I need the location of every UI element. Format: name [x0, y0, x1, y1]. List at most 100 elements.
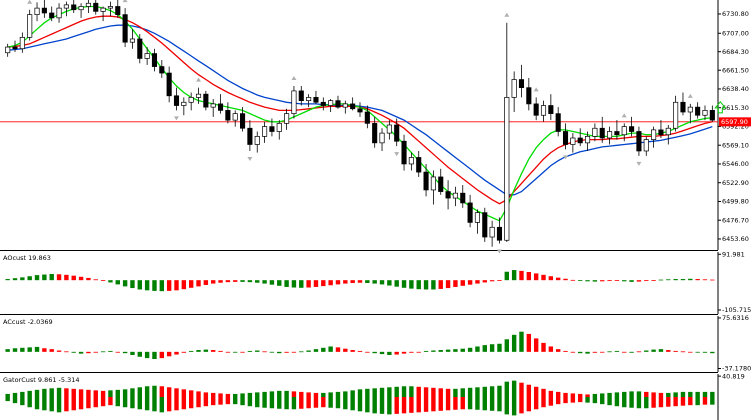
- gator-upper-bar: [379, 387, 385, 397]
- histogram-bar: [144, 280, 150, 291]
- candle: [232, 110, 238, 127]
- candle: [438, 168, 444, 195]
- histogram-bar: [533, 338, 539, 352]
- bull-candle-body: [63, 4, 69, 9]
- candle: [614, 120, 620, 140]
- histogram-bar: [387, 351, 392, 355]
- candle: [71, 0, 77, 13]
- bear-candle-body: [709, 110, 715, 121]
- gator-lower-bar: [401, 397, 407, 414]
- gator-lower-bar: [357, 397, 363, 412]
- gator-lower-bar: [122, 397, 128, 408]
- bear-candle-body: [71, 4, 77, 11]
- gator-upper-bar: [651, 392, 656, 397]
- histogram-bar: [526, 333, 532, 352]
- gator-lower-bar: [710, 397, 715, 405]
- histogram-bar: [306, 280, 311, 288]
- gator-lower-bar: [188, 397, 194, 409]
- y-tick-label: 6707.00: [722, 29, 749, 37]
- candle: [203, 90, 209, 111]
- gator-upper-bar: [644, 391, 649, 397]
- histogram-bar: [181, 351, 187, 353]
- gator-lower-bar: [306, 397, 311, 409]
- candle: [100, 6, 106, 22]
- gator-upper-bar: [181, 389, 187, 397]
- histogram-bar: [467, 280, 473, 285]
- histogram-bar: [467, 347, 473, 352]
- gator-lower-bar: [34, 397, 40, 410]
- y-tick-label: 6661.50: [722, 66, 749, 74]
- bear-candle-body: [423, 171, 429, 191]
- histogram-bar: [233, 351, 238, 353]
- histogram-bar: [240, 351, 245, 353]
- histogram-bar: [284, 351, 289, 353]
- histogram-bar: [100, 280, 106, 281]
- y-tick-label: 6476.70: [722, 216, 749, 224]
- gator-upper-bar: [504, 381, 510, 397]
- gator-lower-bar: [600, 397, 605, 405]
- histogram-bar: [78, 351, 84, 354]
- gator-upper-bar: [387, 387, 392, 397]
- candle: [173, 87, 180, 111]
- bull-candle-body: [34, 7, 40, 15]
- candle: [533, 97, 539, 121]
- gator-lower-bar: [86, 397, 91, 409]
- bull-candle-body: [210, 103, 216, 108]
- bull-candle-body: [474, 212, 480, 223]
- candle: [607, 126, 613, 145]
- bull-candle-body: [144, 53, 150, 59]
- bear-candle-body: [445, 191, 451, 199]
- candle: [298, 86, 304, 106]
- gator-upper-bar: [365, 388, 370, 397]
- histogram-bar: [335, 347, 341, 352]
- histogram-bar: [350, 350, 355, 352]
- histogram-bar: [482, 345, 487, 352]
- candle: [372, 116, 378, 148]
- bull-candle-body: [651, 129, 657, 140]
- bull-candle-body: [687, 106, 693, 113]
- histogram-bar: [578, 351, 583, 354]
- gator-lower-bar: [688, 397, 693, 406]
- histogram-bar: [210, 280, 216, 284]
- y-tick-label: 6615.30: [722, 104, 749, 112]
- histogram-bar: [42, 274, 47, 281]
- gator-upper-bar: [673, 392, 678, 397]
- histogram-bar: [511, 334, 517, 352]
- bull-candle-body: [702, 110, 708, 116]
- gator-lower-bar: [365, 397, 370, 413]
- gator-upper-bar: [321, 392, 326, 397]
- histogram-bar: [269, 280, 275, 285]
- gator-upper-bar: [49, 388, 54, 397]
- histogram-bar: [607, 351, 612, 353]
- y-tick-label: -105.715: [722, 306, 751, 314]
- candle: [306, 94, 312, 108]
- fractal-up-marker: [687, 93, 693, 98]
- histogram-bar: [27, 276, 32, 281]
- histogram-bar: [49, 273, 54, 281]
- bear-candle-body: [247, 127, 253, 145]
- gator-lower-bar: [636, 397, 642, 409]
- gator-lower-bar: [585, 397, 590, 403]
- candle: [496, 217, 503, 244]
- histogram-bar: [71, 275, 76, 281]
- gator-lower-bar: [526, 397, 532, 412]
- gator-upper-bar: [174, 388, 179, 397]
- gator-lower-bar: [489, 397, 495, 411]
- gator-lower-bar: [431, 397, 436, 412]
- histogram-bar: [284, 280, 289, 287]
- gator-upper-bar: [240, 393, 245, 397]
- candle: [386, 120, 392, 140]
- gator-upper-bar: [438, 388, 443, 397]
- gator-upper-bar: [431, 387, 436, 397]
- candle: [599, 116, 605, 143]
- candle: [151, 48, 158, 72]
- gator-lower-bar: [651, 397, 656, 408]
- histogram-bar: [644, 350, 649, 352]
- bull-candle-body: [254, 136, 260, 145]
- gator-upper-bar: [445, 388, 451, 397]
- gator-upper-bar: [12, 392, 18, 397]
- gator-lower-bar: [372, 397, 377, 414]
- histogram-bar: [585, 280, 590, 282]
- bear-candle-body: [12, 46, 18, 50]
- candle: [658, 120, 664, 138]
